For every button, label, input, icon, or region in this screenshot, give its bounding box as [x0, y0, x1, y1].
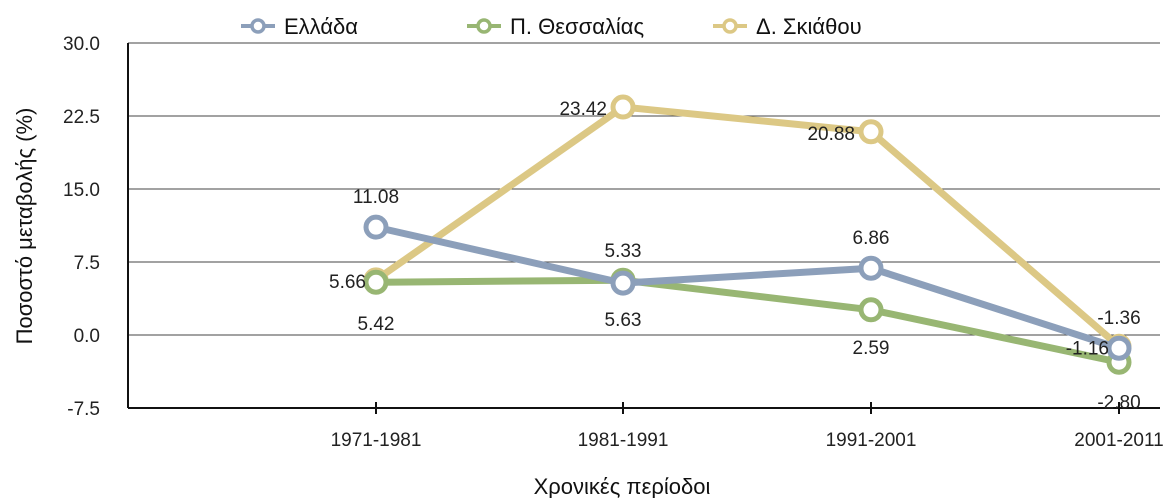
y-tick-label: 15.0 — [63, 180, 100, 201]
data-point — [858, 297, 884, 323]
x-axis-title: Χρονικές περίοδοι — [534, 474, 711, 498]
series-lines — [363, 94, 1132, 375]
y-tick-label: 7.5 — [74, 253, 100, 274]
x-tick-label: 1991-2001 — [826, 430, 917, 451]
series-line — [372, 223, 1123, 352]
y-tick-labels: 30.0 22.5 15.0 7.5 0.0 -7.5 — [63, 34, 100, 420]
series-line — [372, 103, 1123, 350]
legend-marker-icon — [250, 18, 266, 34]
gridlines — [128, 42, 1160, 336]
data-label: 5.63 — [605, 310, 642, 331]
data-label: 23.42 — [559, 99, 607, 120]
data-label: 20.88 — [807, 124, 855, 145]
y-tick-label: -7.5 — [67, 399, 100, 420]
y-axis-title: Ποσοστό μεταβολής (%) — [12, 108, 37, 345]
data-point — [858, 119, 884, 145]
legend-marker-icon — [476, 18, 492, 34]
data-point — [1106, 335, 1132, 361]
legend-marker-icon — [722, 18, 738, 34]
data-point — [363, 269, 389, 295]
x-tick-label: 2001-2011 — [1074, 430, 1163, 451]
series-line — [372, 276, 1123, 366]
legend-label: Ελλάδα — [284, 14, 358, 39]
data-point — [858, 255, 884, 281]
data-point — [610, 94, 636, 120]
legend-label: Δ. Σκιάθου — [756, 14, 862, 39]
data-label: 5.66 — [329, 272, 366, 293]
data-label: 6.86 — [853, 228, 890, 249]
data-label: 11.08 — [353, 187, 399, 208]
x-tick-labels: 1971-1981 1981-1991 1991-2001 2001-2011 — [331, 402, 1164, 451]
data-point — [610, 270, 636, 296]
legend: Ελλάδα Π. Θεσσαλίας Δ. Σκιάθου — [241, 14, 862, 39]
data-label: -1.36 — [1097, 308, 1140, 329]
data-labels: 11.08 5.33 6.86 -1.36 5.42 5.63 2.59 -2.80 5.66 2… — [329, 99, 1141, 413]
data-label: 2.59 — [853, 338, 890, 359]
y-tick-label: 30.0 — [63, 34, 100, 55]
data-label: -1.16 — [1066, 338, 1109, 359]
data-label: -2.80 — [1097, 392, 1140, 413]
y-tick-label: 0.0 — [74, 326, 100, 347]
x-tick-label: 1971-1981 — [331, 430, 422, 451]
y-tick-label: 22.5 — [63, 107, 100, 128]
data-label: 5.42 — [358, 314, 395, 335]
axes — [127, 43, 1160, 409]
data-point — [363, 214, 389, 240]
x-tick-label: 1981-1991 — [578, 430, 669, 451]
data-label: 5.33 — [605, 241, 642, 262]
legend-label: Π. Θεσσαλίας — [510, 14, 644, 39]
